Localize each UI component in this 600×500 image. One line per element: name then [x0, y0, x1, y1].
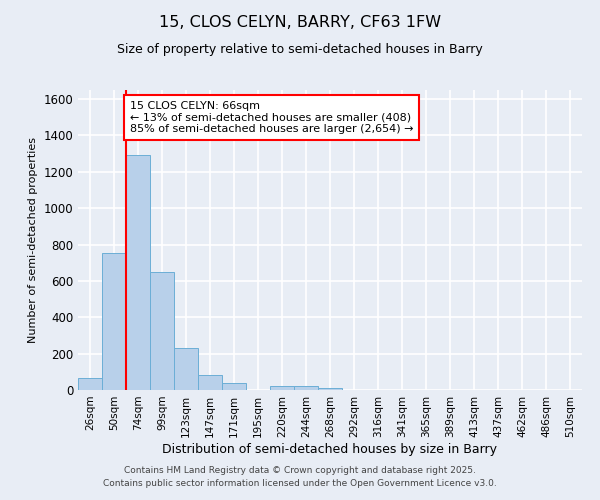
Bar	[270, 386, 294, 390]
Bar	[198, 376, 222, 390]
X-axis label: Distribution of semi-detached houses by size in Barry: Distribution of semi-detached houses by …	[163, 442, 497, 456]
Text: Contains HM Land Registry data © Crown copyright and database right 2025.
Contai: Contains HM Land Registry data © Crown c…	[103, 466, 497, 487]
Y-axis label: Number of semi-detached properties: Number of semi-detached properties	[28, 137, 38, 343]
Text: 15, CLOS CELYN, BARRY, CF63 1FW: 15, CLOS CELYN, BARRY, CF63 1FW	[159, 15, 441, 30]
Bar	[318, 388, 342, 390]
Bar	[126, 156, 150, 390]
Bar	[294, 386, 318, 390]
Text: Size of property relative to semi-detached houses in Barry: Size of property relative to semi-detach…	[117, 42, 483, 56]
Bar	[78, 378, 102, 390]
Bar	[174, 348, 198, 390]
Bar	[150, 272, 174, 390]
Bar	[222, 382, 246, 390]
Bar	[102, 252, 126, 390]
Text: 15 CLOS CELYN: 66sqm
← 13% of semi-detached houses are smaller (408)
85% of semi: 15 CLOS CELYN: 66sqm ← 13% of semi-detac…	[130, 101, 413, 134]
